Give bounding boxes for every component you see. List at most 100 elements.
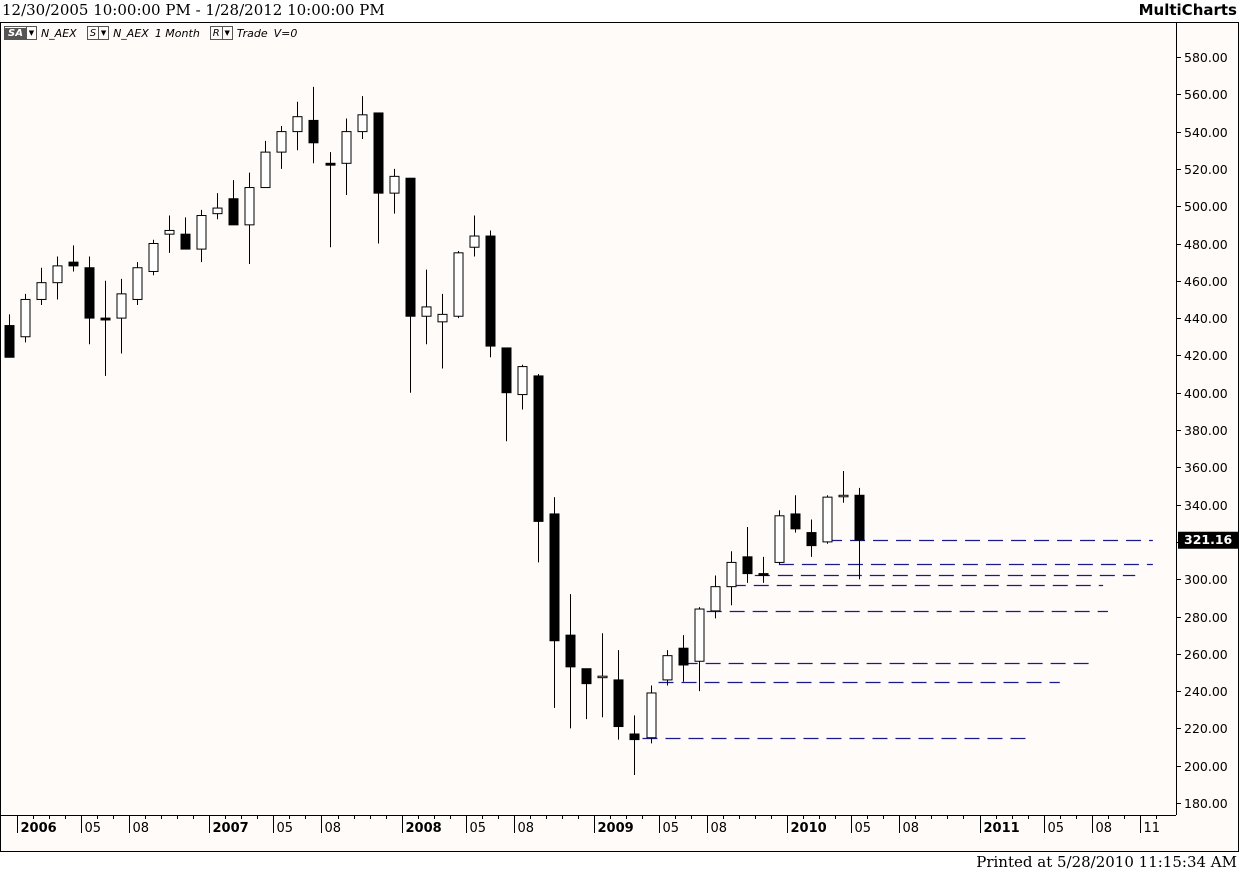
candle-body [132, 267, 143, 300]
candle-body [790, 513, 801, 530]
price-tick-label: 520.00 [1184, 162, 1228, 177]
candle [260, 140, 271, 189]
candle [405, 177, 416, 393]
candle [629, 715, 640, 776]
candle-body [196, 215, 207, 250]
candle [581, 668, 592, 720]
candle-body [613, 679, 624, 728]
price-tick-label: 460.00 [1184, 274, 1228, 289]
candle [116, 278, 127, 354]
candle-body [20, 298, 31, 338]
candle [20, 293, 31, 343]
level-lines [642, 539, 1153, 740]
candle-body [148, 243, 159, 272]
time-axis: 2006 05 08 2007 05 08 2008 05 08 2009 05 08 2010 05 08… [0, 815, 1176, 836]
price-tick-label: 200.00 [1184, 759, 1228, 774]
price-tick-label: 220.00 [1184, 721, 1228, 736]
time-tick-label: 2009 [598, 821, 634, 836]
candle-body [662, 655, 673, 681]
candle-body [276, 131, 287, 153]
candle [549, 497, 560, 708]
candle [421, 269, 432, 345]
symbol-label: N_AEX [40, 26, 77, 40]
candle-body [806, 532, 817, 547]
chevron-down-icon: ▼ [98, 27, 108, 39]
time-tick-label: 05 [277, 821, 294, 836]
candle-body [517, 366, 528, 396]
candle [389, 168, 400, 214]
candle-body [4, 325, 15, 358]
price-axis: 580.00 560.00 540.00 520.00 500.00 480.00 460.… [1176, 23, 1239, 815]
date-range-title: 12/30/2005 10:00:00 PM - 1/28/2012 10:00… [2, 1, 385, 19]
time-tick-label: 08 [325, 821, 342, 836]
candle [854, 487, 865, 580]
candle [52, 256, 63, 300]
candle-body [180, 233, 191, 250]
time-tick-label: 08 [1096, 821, 1113, 836]
price-tick-label: 240.00 [1184, 684, 1228, 699]
candle-body [758, 573, 769, 576]
candle-body [565, 634, 576, 668]
candle [517, 364, 528, 410]
candle-body [742, 556, 753, 575]
volume-label: V=0 [273, 26, 298, 40]
candle [613, 650, 624, 740]
candle-body [100, 317, 111, 321]
candle [597, 633, 608, 718]
time-tick-label: 08 [133, 821, 150, 836]
candle-body [469, 235, 480, 248]
candle-body [405, 177, 416, 317]
candle [710, 575, 721, 619]
time-tick-label: 2006 [21, 821, 57, 836]
candle-body [228, 198, 239, 226]
candle-body [581, 668, 592, 685]
candle-body [84, 267, 95, 319]
candle [469, 215, 480, 257]
candle-body [389, 175, 400, 194]
candle-body [710, 586, 721, 612]
time-tick-label: 08 [518, 821, 535, 836]
candle-body [325, 162, 336, 166]
price-tick-label: 540.00 [1184, 125, 1228, 140]
s-dropdown[interactable]: S ▼ [86, 26, 110, 40]
sa-label: SA [5, 27, 26, 39]
app-brand: MultiCharts [1138, 1, 1237, 19]
candle [662, 650, 673, 686]
candle [501, 347, 512, 442]
sa-dropdown[interactable]: SA ▼ [4, 26, 37, 40]
price-tick-label: 400.00 [1184, 386, 1228, 401]
candle [453, 250, 464, 319]
candle [341, 118, 352, 196]
price-tick-label: 280.00 [1184, 610, 1228, 625]
time-tick-label: 11 [1144, 821, 1161, 836]
price-tick-label: 500.00 [1184, 199, 1228, 214]
candle [308, 86, 319, 164]
last-price-box [1178, 531, 1239, 549]
time-tick-label: 2010 [791, 821, 827, 836]
candle-body [646, 692, 657, 739]
candle [292, 101, 303, 151]
candle-body [501, 347, 512, 394]
candle-body [421, 306, 432, 317]
candle [228, 180, 239, 226]
price-tick-label: 420.00 [1184, 348, 1228, 363]
candle [646, 685, 657, 744]
candle [838, 471, 849, 503]
candle [180, 217, 191, 250]
time-tick-label: 05 [85, 821, 102, 836]
candle [244, 172, 255, 265]
candle-body [629, 733, 640, 741]
r-dropdown[interactable]: R ▼ [209, 26, 233, 40]
candle-body [341, 131, 352, 164]
price-tick-label: 360.00 [1184, 460, 1228, 475]
price-tick-label: 380.00 [1184, 423, 1228, 438]
candle [68, 245, 79, 272]
candle-body [373, 112, 384, 194]
candle [132, 262, 143, 306]
candle-body [52, 265, 63, 284]
time-tick-label: 08 [711, 821, 728, 836]
candle [726, 551, 737, 606]
candle-body [678, 647, 689, 666]
candle-body [822, 496, 833, 543]
